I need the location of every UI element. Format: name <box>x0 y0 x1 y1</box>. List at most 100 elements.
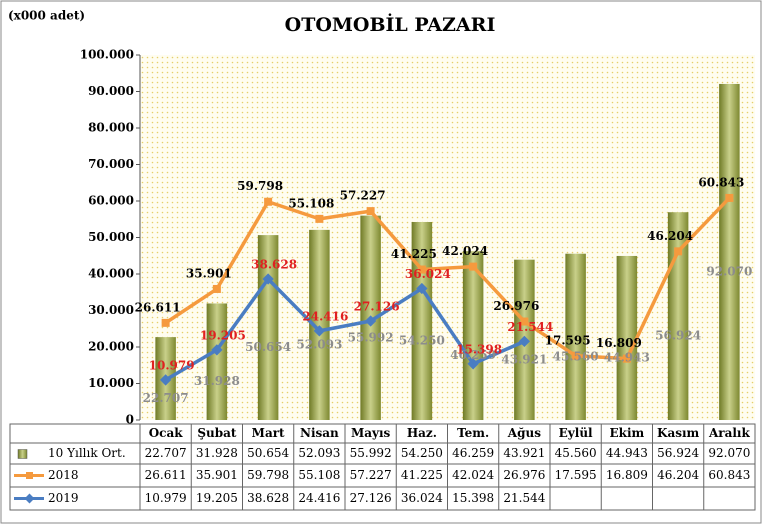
table-cell: 43.921 <box>503 446 545 460</box>
line-value-label: 26.976 <box>493 299 539 313</box>
x-tick-label: Kasım <box>657 426 700 440</box>
bar-value-label: 92.070 <box>706 264 752 278</box>
marker <box>725 193 734 202</box>
bar <box>719 83 740 420</box>
y-tick-label: 40.000 <box>88 267 134 281</box>
x-tick-label: Ağus <box>507 426 541 440</box>
table-cell: 45.560 <box>555 446 597 460</box>
line-value-label: 21.544 <box>507 320 553 334</box>
line-value-label: 16.809 <box>596 336 642 350</box>
marker <box>212 284 221 293</box>
bar-value-label: 54.250 <box>399 333 445 347</box>
x-tick-label: Haz. <box>407 426 437 440</box>
table-cell: 42.024 <box>452 468 494 482</box>
legend-label: 2019 <box>48 491 79 505</box>
x-tick-label: Mart <box>252 426 285 440</box>
x-tick-label: Nisan <box>300 426 339 440</box>
chart-title: OTOMOBİL PAZARI <box>285 13 496 36</box>
bar <box>309 229 330 420</box>
table-cell: 60.843 <box>708 468 750 482</box>
marker <box>622 354 631 363</box>
table-cell: 22.707 <box>145 446 187 460</box>
legend-label: 10 Yıllık Ort. <box>48 446 126 460</box>
table-cell: 55.108 <box>298 468 340 482</box>
marker <box>416 282 428 295</box>
line-value-label: 57.227 <box>340 189 386 203</box>
y-tick-label: 0 <box>126 413 134 427</box>
table-cell: 46.259 <box>452 446 494 460</box>
y-tick-label: 70.000 <box>88 157 134 171</box>
line-value-label: 27.126 <box>354 299 400 313</box>
table-cell: 17.595 <box>555 468 597 482</box>
bar-value-label: 50.654 <box>245 340 291 354</box>
line-value-label: 59.798 <box>237 179 283 193</box>
table-cell: 57.227 <box>350 468 392 482</box>
marker <box>467 358 479 370</box>
marker <box>364 315 377 327</box>
marker <box>211 344 223 356</box>
y-tick-label: 60.000 <box>88 194 134 208</box>
table-cell: 19.205 <box>196 491 238 505</box>
line-value-label: 26.611 <box>135 300 181 314</box>
x-tick-label: Eylül <box>559 426 593 440</box>
table-cell: 59.798 <box>247 468 289 482</box>
bar <box>565 253 586 420</box>
x-tick-label: Ekim <box>610 426 645 440</box>
legend-label: 2018 <box>48 468 79 482</box>
y-tick-label: 10.000 <box>88 376 134 390</box>
x-tick-label: Mayıs <box>351 426 391 440</box>
line-value-label: 35.901 <box>186 266 232 280</box>
x-tick-label: Şubat <box>197 426 237 440</box>
table-cell: 56.924 <box>657 446 699 460</box>
y-tick-label: 80.000 <box>88 121 134 135</box>
bar-value-label: 31.928 <box>194 374 240 388</box>
table-cell: 92.070 <box>708 446 750 460</box>
line-value-label: 15.398 <box>456 342 502 356</box>
bar-value-label: 52.093 <box>296 337 342 351</box>
table-cell: 38.628 <box>247 491 289 505</box>
table-cell: 26.611 <box>145 468 187 482</box>
bar <box>206 303 228 420</box>
bar <box>616 255 638 420</box>
line-value-label: 60.843 <box>698 175 744 189</box>
marker <box>674 247 683 256</box>
line-value-label: 42.024 <box>442 244 488 258</box>
line-value-label: 17.595 <box>545 333 591 347</box>
table-cell: 10.979 <box>145 491 187 505</box>
line-value-label: 36.024 <box>405 267 451 281</box>
y-tick-label: 30.000 <box>88 303 134 317</box>
x-tick-label: Tem. <box>457 426 489 440</box>
marker <box>159 374 172 386</box>
line-value-label: 55.108 <box>288 196 334 210</box>
marker <box>417 265 426 274</box>
table-cell: 21.544 <box>503 491 545 505</box>
marker <box>469 262 478 271</box>
table-cell: 52.093 <box>298 446 340 460</box>
marker <box>520 317 529 326</box>
marker <box>262 273 274 285</box>
x-tick-label: Ocak <box>149 426 184 440</box>
table-cell: 36.024 <box>401 491 443 505</box>
x-tick-label: Aralık <box>708 426 751 440</box>
marker <box>366 207 375 216</box>
table-cell: 16.809 <box>606 468 648 482</box>
table-cell: 24.416 <box>298 491 340 505</box>
bar <box>257 235 279 420</box>
table-cell: 55.992 <box>350 446 392 460</box>
y-tick-label: 50.000 <box>88 230 134 244</box>
marker <box>161 318 170 327</box>
marker <box>571 351 580 360</box>
table-cell: 35.901 <box>196 468 238 482</box>
marker <box>315 214 324 223</box>
bar-value-label: 56.924 <box>655 329 701 343</box>
line-value-label: 46.204 <box>647 229 693 243</box>
line-value-label: 24.416 <box>302 309 348 323</box>
table-cell: 31.928 <box>196 446 238 460</box>
bar-value-label: 45.560 <box>553 349 599 363</box>
line-value-label: 19.205 <box>200 328 246 342</box>
line-value-label: 41.225 <box>391 247 437 261</box>
table-cell: 46.204 <box>657 468 699 482</box>
legend-marker <box>26 472 33 479</box>
marker <box>313 325 326 337</box>
